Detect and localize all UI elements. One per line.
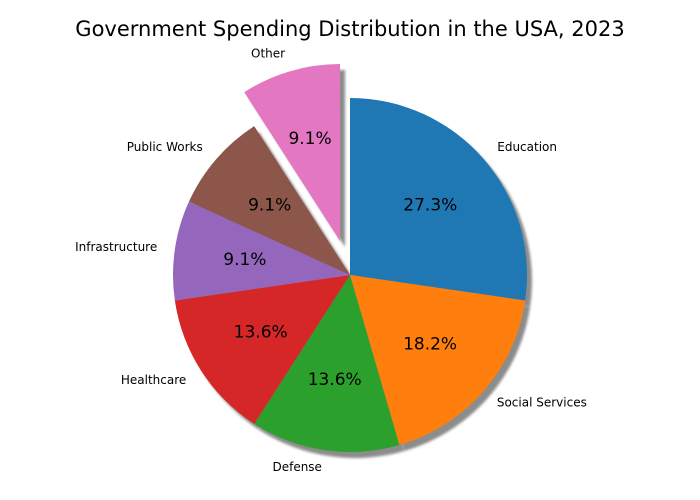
slice-label-infrastructure: Infrastructure <box>75 240 157 254</box>
slice-label-defense: Defense <box>272 460 321 474</box>
slice-label-healthcare: Healthcare <box>121 373 186 387</box>
slice-percent-social-services: 18.2% <box>403 335 457 355</box>
slice-label-public-works: Public Works <box>127 140 203 154</box>
slice-label-social-services: Social Services <box>497 395 587 409</box>
slice-label-education: Education <box>497 140 557 154</box>
slice-percent-infrastructure: 9.1% <box>223 250 266 270</box>
slice-percent-healthcare: 13.6% <box>234 322 288 342</box>
slice-label-other: Other <box>251 47 285 61</box>
slice-percent-defense: 13.6% <box>308 370 362 390</box>
slice-percent-public-works: 9.1% <box>248 196 291 216</box>
slice-percent-education: 27.3% <box>403 196 457 216</box>
slice-percent-other: 9.1% <box>288 129 331 149</box>
chart-title: Government Spending Distribution in the … <box>75 17 624 41</box>
